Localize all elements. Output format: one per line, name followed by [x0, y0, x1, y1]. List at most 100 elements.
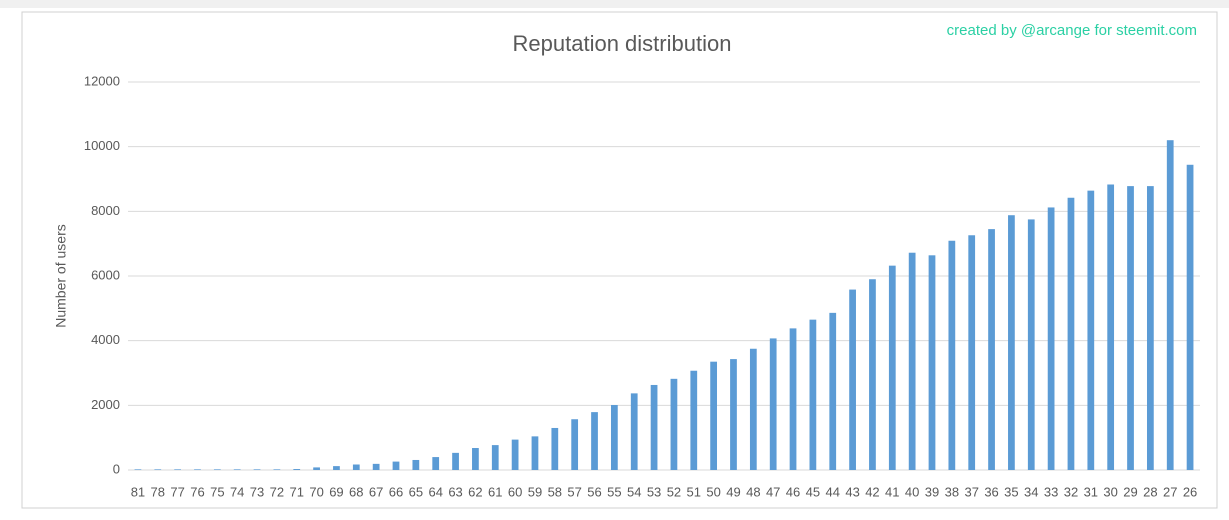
x-tick-label: 35 — [1004, 484, 1018, 499]
x-tick-label: 26 — [1183, 484, 1197, 499]
bar — [233, 469, 241, 470]
bar — [1166, 140, 1174, 470]
bar — [531, 436, 539, 470]
x-tick-label: 27 — [1163, 484, 1177, 499]
bar — [948, 240, 956, 470]
x-tick-label: 38 — [945, 484, 959, 499]
x-tick-label: 33 — [1044, 484, 1058, 499]
x-tick-label: 51 — [687, 484, 701, 499]
bar — [511, 439, 519, 470]
x-tick-label: 44 — [826, 484, 840, 499]
bar — [253, 469, 261, 470]
y-tick-label: 2000 — [91, 397, 120, 412]
bar — [968, 235, 976, 470]
bar — [472, 448, 479, 470]
y-tick-label: 8000 — [91, 203, 120, 218]
x-tick-label: 66 — [389, 484, 403, 499]
bar — [372, 463, 380, 470]
x-tick-label: 61 — [488, 484, 502, 499]
bar — [154, 469, 162, 470]
x-tick-label: 47 — [766, 484, 780, 499]
chart-frame — [21, 11, 1218, 509]
y-tick-label: 4000 — [91, 332, 120, 347]
x-tick-label: 45 — [806, 484, 820, 499]
chart-title: Reputation distribution — [513, 31, 732, 56]
bar — [650, 384, 658, 470]
x-tick-label: 55 — [607, 484, 621, 499]
bar — [313, 467, 320, 470]
x-tick-label: 30 — [1103, 484, 1117, 499]
bar — [809, 319, 817, 470]
bar — [1127, 186, 1134, 470]
x-tick-label: 46 — [786, 484, 800, 499]
x-tick-label: 68 — [349, 484, 363, 499]
x-tick-label: 65 — [409, 484, 423, 499]
x-tick-label: 67 — [369, 484, 383, 499]
bar — [869, 279, 876, 470]
x-tick-label: 53 — [647, 484, 661, 499]
x-tick-label: 52 — [667, 484, 681, 499]
bar — [908, 252, 916, 470]
x-tick-label: 77 — [170, 484, 184, 499]
x-tick-label: 34 — [1024, 484, 1038, 499]
bar — [690, 370, 698, 470]
x-tick-label: 71 — [290, 484, 304, 499]
x-tick-label: 75 — [210, 484, 224, 499]
bar — [888, 265, 896, 470]
x-tick-label: 60 — [508, 484, 522, 499]
y-tick-label: 6000 — [91, 267, 120, 282]
bar — [491, 445, 499, 470]
x-tick-label: 48 — [746, 484, 760, 499]
x-tick-label: 57 — [567, 484, 581, 499]
bar — [1047, 207, 1055, 470]
bar — [710, 361, 718, 470]
x-tick-label: 74 — [230, 484, 244, 499]
bar — [392, 461, 400, 470]
x-tick-label: 39 — [925, 484, 939, 499]
x-tick-label: 49 — [726, 484, 740, 499]
x-tick-label: 64 — [428, 484, 442, 499]
bar — [174, 469, 182, 470]
bar — [432, 457, 440, 470]
y-tick-label: 12000 — [84, 73, 120, 88]
x-tick-label: 72 — [270, 484, 284, 499]
bar — [134, 469, 142, 470]
x-tick-label: 69 — [329, 484, 343, 499]
bar — [829, 312, 837, 470]
bar — [789, 328, 797, 470]
bar — [273, 469, 281, 470]
bar — [670, 378, 678, 470]
bar — [749, 348, 757, 470]
x-tick-label: 40 — [905, 484, 919, 499]
bar — [1067, 197, 1075, 470]
top-strip — [0, 0, 1229, 8]
x-tick-label: 37 — [964, 484, 978, 499]
x-tick-label: 50 — [706, 484, 720, 499]
bar — [1027, 219, 1035, 470]
bar — [452, 452, 459, 470]
bar — [571, 419, 579, 470]
x-tick-label: 63 — [448, 484, 462, 499]
y-tick-label: 10000 — [84, 138, 120, 153]
x-tick-label: 41 — [885, 484, 899, 499]
bar — [769, 338, 777, 470]
bar — [928, 255, 936, 470]
bar — [1008, 215, 1015, 470]
bar — [293, 469, 301, 470]
x-tick-label: 78 — [151, 484, 165, 499]
bar — [333, 466, 340, 470]
y-axis-label: Number of users — [53, 224, 69, 327]
x-tick-label: 42 — [865, 484, 879, 499]
x-tick-label: 58 — [548, 484, 562, 499]
bar — [1146, 186, 1154, 470]
bar — [213, 469, 221, 470]
bar — [591, 412, 598, 470]
x-tick-label: 32 — [1064, 484, 1078, 499]
x-tick-label: 43 — [845, 484, 859, 499]
x-tick-label: 59 — [528, 484, 542, 499]
bar — [730, 359, 737, 470]
x-tick-label: 62 — [468, 484, 482, 499]
x-tick-label: 81 — [131, 484, 145, 499]
